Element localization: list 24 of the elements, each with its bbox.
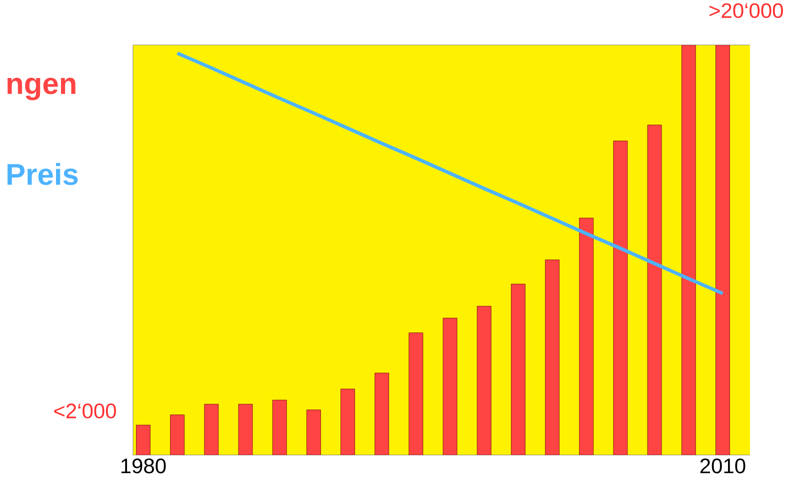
bar — [681, 44, 696, 455]
bar — [136, 424, 150, 455]
bar — [408, 332, 424, 455]
bar — [442, 318, 458, 455]
bar — [340, 388, 355, 455]
bar — [716, 44, 730, 455]
bar — [204, 404, 219, 455]
bar — [545, 260, 560, 455]
bar — [306, 410, 321, 455]
text: >20‘000 — [710, 3, 783, 18]
bar — [613, 140, 628, 455]
x-tick-label: 1980 — [121, 458, 166, 474]
bar — [647, 124, 662, 455]
bar — [476, 306, 492, 455]
x-tick-label: 2010 — [700, 458, 746, 474]
bar — [238, 404, 253, 455]
bar — [579, 218, 594, 455]
text: <2‘000 — [54, 404, 116, 418]
bar — [272, 400, 287, 455]
bar — [511, 284, 526, 455]
bar — [170, 414, 185, 455]
text: Preis — [8, 162, 78, 186]
bar — [374, 372, 390, 455]
text: ngen — [8, 78, 76, 100]
